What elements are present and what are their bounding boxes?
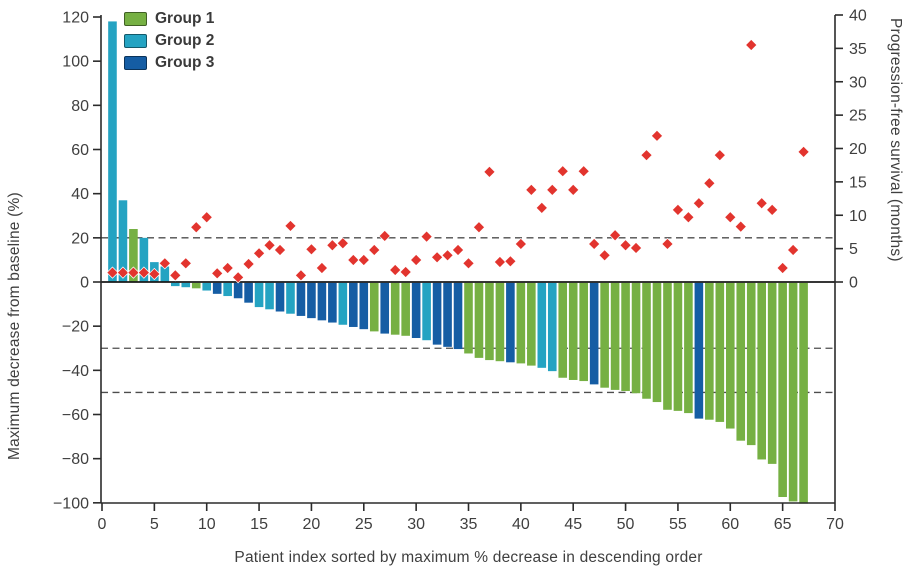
svg-text:10: 10: [198, 516, 216, 533]
x-axis-label: Patient index sorted by maximum % decrea…: [234, 549, 703, 566]
y-axis-label-right: Progression-free survival (months): [887, 18, 904, 262]
legend-item-group-1: Group 1: [124, 8, 214, 30]
svg-text:60: 60: [721, 516, 739, 533]
svg-text:−20: −20: [62, 319, 89, 336]
svg-text:60: 60: [71, 142, 89, 159]
legend-item-group-2: Group 2: [124, 30, 214, 52]
svg-text:65: 65: [774, 516, 792, 533]
svg-text:25: 25: [355, 516, 373, 533]
svg-text:40: 40: [71, 186, 89, 203]
svg-text:45: 45: [564, 516, 582, 533]
svg-text:20: 20: [71, 230, 89, 247]
svg-text:35: 35: [460, 516, 478, 533]
svg-text:40: 40: [512, 516, 530, 533]
svg-text:5: 5: [150, 516, 159, 533]
svg-text:35: 35: [849, 41, 867, 58]
svg-text:20: 20: [849, 141, 867, 158]
svg-text:25: 25: [849, 108, 867, 125]
group-3-swatch-icon: [124, 56, 147, 70]
svg-text:20: 20: [303, 516, 321, 533]
group-2-swatch-icon: [124, 34, 147, 48]
svg-text:70: 70: [826, 516, 844, 533]
legend-label-group-2: Group 2: [155, 32, 215, 49]
svg-text:100: 100: [62, 54, 89, 71]
svg-text:10: 10: [849, 208, 867, 225]
y-axis-label-left: Maximum decrease from baseline (%): [6, 192, 23, 460]
svg-text:55: 55: [669, 516, 687, 533]
svg-text:0: 0: [98, 516, 107, 533]
legend-label-group-3: Group 3: [155, 54, 215, 71]
legend: Group 1 Group 2 Group 3: [124, 8, 214, 74]
svg-text:−60: −60: [62, 407, 89, 424]
svg-text:15: 15: [849, 174, 867, 191]
svg-text:0: 0: [849, 275, 858, 292]
svg-text:15: 15: [250, 516, 268, 533]
svg-text:30: 30: [407, 516, 425, 533]
svg-text:−40: −40: [62, 363, 89, 380]
group-1-swatch-icon: [124, 12, 147, 26]
legend-item-group-3: Group 3: [124, 52, 214, 74]
svg-text:−80: −80: [62, 451, 89, 468]
svg-text:0: 0: [80, 275, 89, 292]
svg-text:80: 80: [71, 98, 89, 115]
svg-text:50: 50: [617, 516, 635, 533]
legend-label-group-1: Group 1: [155, 10, 215, 27]
svg-text:−100: −100: [53, 495, 89, 512]
svg-text:30: 30: [849, 74, 867, 91]
svg-text:5: 5: [849, 241, 858, 258]
svg-text:120: 120: [62, 10, 89, 27]
svg-text:40: 40: [849, 8, 867, 25]
